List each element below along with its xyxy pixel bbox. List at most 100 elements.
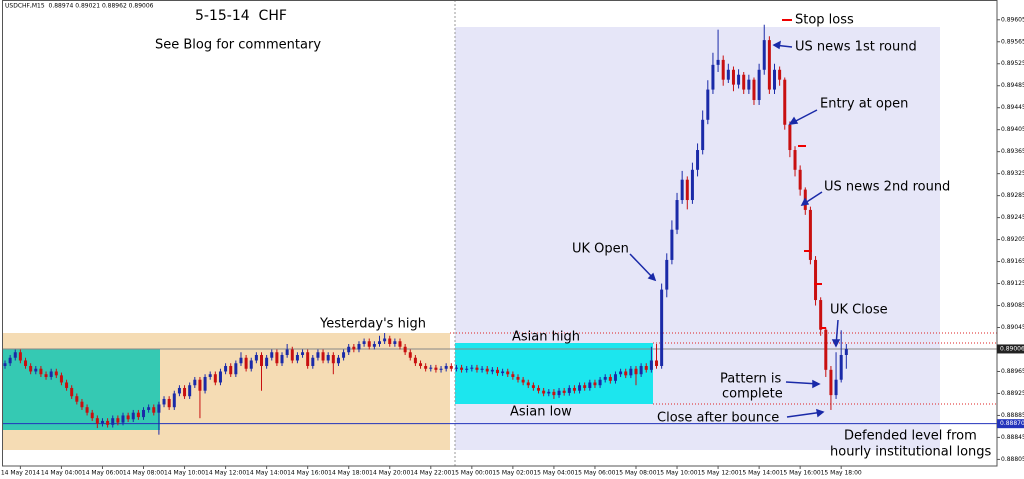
candle-body: [598, 379, 602, 386]
x-tick-label: 14 May 2014: [1, 470, 40, 477]
candle-body: [537, 387, 541, 391]
candle-body: [275, 352, 279, 364]
candle-body: [388, 338, 392, 345]
candle-body: [721, 59, 725, 80]
candle-body: [136, 412, 140, 418]
candle-body: [680, 179, 684, 201]
candle-body: [593, 382, 597, 386]
candle-body: [711, 64, 715, 90]
price-label-box: [997, 344, 1024, 354]
candle-body: [737, 74, 741, 85]
candle-body: [685, 179, 689, 201]
candle-body: [531, 385, 535, 388]
annotation: Defended level from: [844, 429, 977, 444]
candle-body: [239, 357, 243, 364]
y-tick-label: 0.88805: [1001, 456, 1024, 463]
candle-body: [793, 150, 797, 170]
candle-body: [829, 369, 833, 396]
arrow-head: [772, 40, 781, 50]
candle-body: [193, 379, 197, 386]
candle-body: [731, 69, 735, 85]
candle-body: [316, 352, 320, 358]
candle-body: [844, 348, 848, 355]
candle-body: [95, 418, 99, 424]
candle-body: [798, 169, 802, 190]
candle-body: [521, 379, 525, 383]
annotation: Pattern is: [720, 372, 782, 387]
annotation: Close after bounce: [657, 411, 779, 426]
y-tick-label: 0.89445: [1001, 104, 1024, 111]
y-tick-label: 0.89365: [1001, 148, 1024, 155]
candle-body: [716, 59, 720, 65]
candle-body: [172, 393, 176, 408]
candle-body: [434, 367, 438, 370]
candle-body: [80, 401, 84, 408]
candle-body: [100, 420, 104, 424]
candle-body: [347, 346, 351, 353]
candle-body: [183, 387, 187, 397]
candle-body: [54, 371, 58, 376]
candle-body: [285, 349, 289, 355]
candle-body: [408, 352, 412, 358]
candle-body: [203, 376, 207, 391]
candle-body: [142, 409, 146, 418]
candle-body: [495, 369, 499, 374]
annotation: UK Close: [830, 303, 888, 318]
annotation: UK Open: [572, 242, 629, 257]
candle-body: [352, 346, 356, 350]
x-tick-label: 14 May 22:00: [410, 470, 451, 477]
candle-body: [819, 300, 823, 330]
x-tick-label: 15 May 00:00: [451, 470, 492, 477]
candle-body: [229, 365, 233, 375]
candle-body: [572, 387, 576, 391]
candle-body: [157, 404, 161, 413]
candle-body: [675, 200, 679, 230]
candle-body: [454, 367, 458, 369]
x-tick-label: 15 May 16:00: [780, 470, 821, 477]
y-tick-label: 0.89125: [1001, 280, 1024, 287]
candle-body: [188, 385, 192, 397]
candle-body: [167, 398, 171, 408]
candle-body: [649, 360, 653, 370]
candle-body: [177, 387, 181, 394]
candle-body: [839, 354, 843, 380]
candle-body: [131, 412, 135, 420]
arrows: [629, 40, 841, 418]
x-tick-label: 14 May 08:00: [123, 470, 164, 477]
candle-body: [619, 371, 623, 375]
candle-body: [336, 357, 340, 364]
candle-body: [439, 368, 443, 370]
annotation: US news 1st round: [795, 40, 917, 55]
candle-body: [824, 329, 828, 370]
candle-body: [147, 407, 151, 410]
candle-body: [326, 354, 330, 361]
chart-title: 5-15-14 CHF: [195, 8, 287, 24]
candle-body: [644, 365, 648, 370]
candle-body: [367, 341, 371, 347]
candle-body: [814, 259, 818, 301]
candle-body: [480, 368, 484, 370]
price-label-box: [997, 419, 1024, 429]
candle-body: [290, 349, 294, 361]
candle-body: [49, 371, 53, 377]
candle-body: [116, 418, 120, 423]
candle-body: [377, 341, 381, 345]
candle-body: [788, 124, 792, 151]
x-tick-label: 15 May 18:00: [821, 470, 862, 477]
candle-body: [762, 40, 766, 70]
candle-body: [111, 418, 115, 425]
y-tick-label: 0.89245: [1001, 214, 1024, 221]
candle-body: [244, 357, 248, 369]
annotation: hourly institutional longs: [830, 445, 992, 460]
arrow-head: [831, 339, 841, 348]
candle-body: [834, 379, 838, 396]
candle-body: [583, 385, 587, 388]
candle-body: [234, 363, 238, 375]
candle-body: [526, 382, 530, 386]
candle-body: [90, 412, 94, 419]
candle-body: [321, 352, 325, 361]
candle-body: [726, 69, 730, 80]
candle-body: [444, 365, 448, 369]
annotation: Asian low: [510, 405, 572, 420]
candle-body: [665, 259, 669, 290]
